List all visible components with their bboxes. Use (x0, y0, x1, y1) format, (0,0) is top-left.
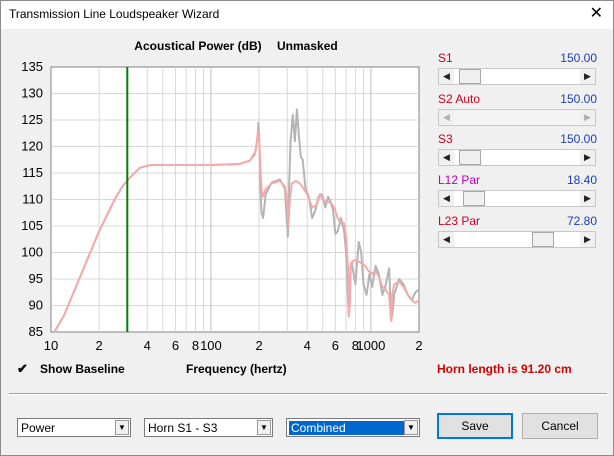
show-baseline-checkbox[interactable]: ✔ (17, 361, 28, 376)
x-tick-label: 8 (192, 338, 199, 353)
chart-series (53, 67, 420, 333)
y-tick-label: 100 (21, 245, 43, 260)
save-button[interactable]: Save (437, 413, 513, 439)
slider-s1[interactable]: ◀ ▶ (438, 68, 596, 85)
y-tick-label: 85 (29, 324, 43, 339)
slider-value-l23: 72.80 (566, 214, 597, 228)
mode-select[interactable]: Power ▼ (17, 418, 131, 437)
slider-s3[interactable]: ◀ ▶ (438, 149, 596, 166)
mode-select-value: Power (21, 421, 56, 435)
x-tick-label: 2 (96, 338, 103, 353)
chart-title: Acoustical Power (dB) Unmasked (51, 39, 421, 53)
slider-label-l23: L23 Par (438, 214, 481, 228)
x-axis-label: Frequency (hertz) (186, 362, 287, 376)
chart-title-main: Acoustical Power (dB) (134, 39, 262, 53)
slider-thumb[interactable] (459, 69, 482, 84)
save-button-label: Save (461, 419, 489, 433)
slider-label-s1: S1 (438, 51, 453, 65)
x-tick-label: 4 (304, 338, 311, 353)
slider-value-s3: 150.00 (560, 132, 597, 146)
chevron-down-icon[interactable]: ▼ (404, 420, 418, 435)
y-tick-label: 110 (22, 192, 43, 207)
slider-thumb[interactable] (459, 150, 482, 165)
slider-value-l12: 18.40 (566, 173, 597, 187)
arrow-left-icon[interactable]: ◀ (439, 191, 454, 206)
close-icon[interactable]: ✕ (589, 5, 603, 22)
slider-l12[interactable]: ◀ ▶ (438, 190, 596, 207)
slider-l23[interactable]: ◀ ▶ (438, 231, 596, 248)
x-tick-label: 1000 (356, 338, 385, 353)
slider-label-s2: S2 Auto (438, 92, 481, 106)
slider-label-s3: S3 (438, 132, 453, 146)
chevron-down-icon[interactable]: ▼ (115, 420, 129, 435)
x-tick-label: 2 (415, 338, 422, 353)
slider-thumb[interactable] (532, 232, 554, 247)
separator (9, 393, 607, 395)
x-tick-label: 4 (144, 338, 151, 353)
show-baseline-label[interactable]: Show Baseline (40, 362, 125, 376)
arrow-left-icon[interactable]: ◀ (439, 69, 454, 84)
title-bar: Transmission Line Loudspeaker Wizard ✕ (1, 1, 613, 29)
window-title: Transmission Line Loudspeaker Wizard (9, 7, 220, 21)
arrow-left-icon: ◀ (439, 110, 454, 125)
y-tick-label: 125 (21, 112, 43, 127)
arrow-right-icon: ▶ (580, 110, 595, 125)
range-select[interactable]: Horn S1 - S3 ▼ (144, 418, 273, 437)
y-axis-ticks: 135 130 125 120 115 110 105 100 95 90 85 (21, 59, 43, 339)
cancel-button-label: Cancel (541, 419, 579, 433)
slider-thumb[interactable] (463, 191, 486, 206)
slider-value-s2: 150.00 (560, 92, 597, 106)
x-tick-label: 6 (332, 338, 339, 353)
x-tick-label: 8 (352, 338, 359, 353)
arrow-left-icon[interactable]: ◀ (439, 150, 454, 165)
arrow-right-icon[interactable]: ▶ (580, 150, 595, 165)
x-tick-label: 6 (172, 338, 179, 353)
slider-s2: ◀ ▶ (438, 109, 596, 126)
arrow-left-icon[interactable]: ◀ (439, 232, 454, 247)
x-tick-label: 2 (255, 338, 262, 353)
y-tick-label: 105 (21, 218, 43, 233)
chart-title-mode: Unmasked (277, 39, 338, 53)
y-tick-label: 115 (22, 165, 43, 180)
range-select-value: Horn S1 - S3 (148, 421, 218, 435)
x-tick-label: 100 (200, 338, 222, 353)
x-tick-label: 10 (44, 338, 58, 353)
curve-select[interactable]: Combined ▼ (286, 418, 420, 437)
slider-label-l12: L12 Par (438, 173, 481, 187)
y-tick-label: 120 (21, 139, 43, 154)
horn-length-text: Horn length is 91.20 cm (437, 362, 572, 376)
slider-value-s1: 150.00 (560, 51, 597, 65)
y-tick-label: 90 (29, 298, 43, 313)
arrow-right-icon[interactable]: ▶ (580, 232, 595, 247)
chevron-down-icon[interactable]: ▼ (257, 420, 271, 435)
y-tick-label: 95 (29, 271, 43, 286)
y-tick-label: 135 (21, 59, 43, 74)
curve-select-value: Combined (289, 421, 413, 435)
cancel-button[interactable]: Cancel (522, 413, 598, 439)
arrow-right-icon[interactable]: ▶ (580, 191, 595, 206)
arrow-right-icon[interactable]: ▶ (580, 69, 595, 84)
series-line-2 (53, 129, 420, 333)
y-tick-label: 130 (21, 86, 43, 101)
